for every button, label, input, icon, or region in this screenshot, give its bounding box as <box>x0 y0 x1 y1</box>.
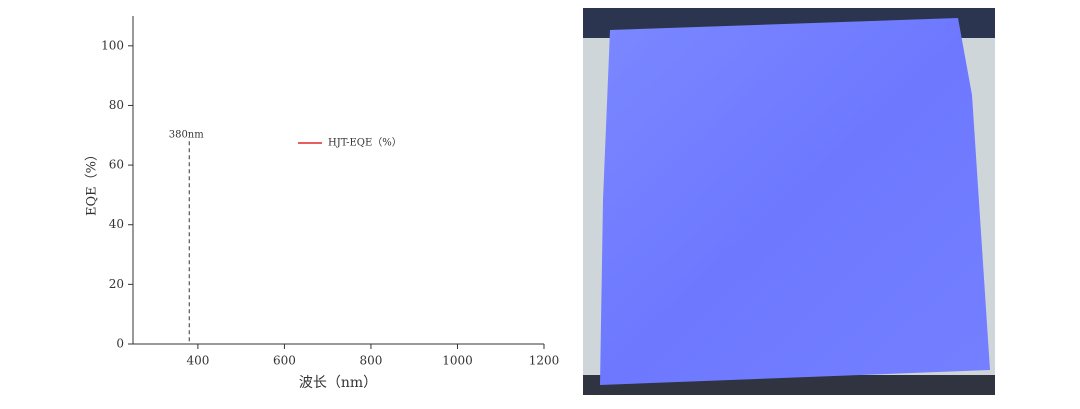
y-tick-label: 40 <box>109 217 124 231</box>
x-axis-label: 波长（nm） <box>299 375 377 391</box>
x-tick-label: 400 <box>186 354 209 368</box>
y-tick-label: 0 <box>116 337 124 351</box>
y-tick-label: 100 <box>101 38 124 52</box>
y-axis-label: EQE（%） <box>85 148 100 216</box>
y-tick-label: 80 <box>109 98 124 112</box>
y-tick-label: 60 <box>109 158 124 172</box>
legend-label: HJT-EQE（%） <box>328 137 402 149</box>
x-tick-label: 1200 <box>529 354 560 368</box>
photo <box>583 8 995 395</box>
x-tick-label: 800 <box>359 354 382 368</box>
x-tick-label: 1000 <box>442 354 473 368</box>
x-tick-label: 600 <box>273 354 296 368</box>
blue-sheet <box>600 18 990 385</box>
annotation-label: 380nm <box>169 130 205 141</box>
y-tick-label: 20 <box>109 277 124 291</box>
